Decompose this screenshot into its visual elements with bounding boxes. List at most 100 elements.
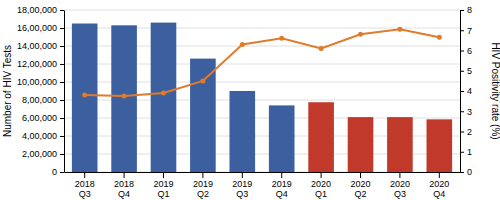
tick-mark [460,172,464,173]
x-tick-label: 2019Q3 [232,179,252,199]
tick-mark [163,172,164,178]
x-tick-label: 2019Q4 [272,179,292,199]
marker [319,46,324,51]
tick-mark [460,111,464,112]
tick-mark [124,172,125,178]
y-tick: 12,00,000 [17,59,64,69]
y-tick: 4,00,000 [22,131,64,141]
marker [122,94,127,99]
y-tick-label: 10,00,000 [17,77,57,87]
y2-tick: 6 [460,46,472,56]
marker [200,78,205,83]
y2-axis-title: HIV Positivity rate (%) [490,42,500,139]
tick-mark [60,136,64,137]
tick-mark [60,82,64,83]
bar [308,102,334,172]
x-axis: 2018Q3 2018Q4 2019Q1 2019Q2 2019Q3 2019Q4 2020… [65,172,461,199]
y-tick-label: 8,00,000 [22,95,57,105]
marker [161,91,166,96]
x-tick-label: 2019Q2 [193,179,213,199]
bar [348,117,374,172]
tick-mark [60,100,64,101]
y-tick: 14,00,000 [17,41,64,51]
axis-line [64,11,65,173]
y-tick-label: 6,00,000 [22,113,57,123]
tick-mark [242,172,243,178]
x-tick: 2019Q2 [193,172,213,199]
x-tick: 2018Q4 [114,172,134,199]
tick-mark [60,154,64,155]
x-tick: 2019Q4 [272,172,292,199]
y2-tick-label: 7 [467,26,472,36]
tick-mark [60,64,64,65]
x-tick-label: 2020Q3 [390,179,410,199]
bar [72,24,98,173]
y-tick-label: 2,00,000 [22,149,57,159]
tick-mark [399,172,400,178]
x-tick-label: 2020Q1 [311,179,331,199]
grid-line [64,10,460,11]
y-tick-label: 12,00,000 [17,59,57,69]
marker [82,93,87,98]
marks [72,23,452,172]
tick-mark [60,118,64,119]
tick-mark [84,172,85,178]
x-tick-label: 2020Q2 [350,179,370,199]
marker [279,36,284,41]
y2-tick-label: 5 [467,66,472,76]
y2-tick-label: 4 [467,86,472,96]
tick-mark [460,91,464,92]
tick-mark [460,51,464,52]
y2-tick-label: 1 [467,147,472,157]
x-tick-label: 2020Q4 [429,179,449,199]
tick-mark [60,28,64,29]
y2-tick-label: 3 [467,107,472,117]
tick-mark [439,172,440,178]
tick-mark [60,172,64,173]
bar [190,59,216,172]
tick-mark [60,46,64,47]
tick-mark [460,132,464,133]
plot: 2018Q32018Q42019Q12019Q22019Q32019Q42020… [2,5,500,199]
x-tick: 2020Q2 [350,172,370,199]
y-axis: 0 2,00,000 4,00,000 6,00,000 8,00,000 10,00,0… [17,5,65,177]
y-tick: 2,00,000 [22,149,64,159]
y-tick-label: 14,00,000 [17,41,57,51]
y-tick-label: 16,00,000 [17,23,57,33]
x-tick: 2018Q3 [75,172,95,199]
line [85,29,440,96]
y-tick: 8,00,000 [22,95,64,105]
x-tick: 2019Q1 [153,172,173,199]
tick-mark [321,172,322,178]
y-tick: 10,00,000 [17,77,64,87]
x-tick: 2020Q4 [429,172,449,199]
tick-mark [360,172,361,178]
y2-tick-label: 8 [467,5,472,15]
bar [151,23,177,172]
marker [358,32,363,37]
bar [269,105,295,172]
x-tick-label: 2018Q3 [75,179,95,199]
tick-mark [460,71,464,72]
y-tick-label: 0 [52,167,57,177]
y-tick: 18,00,000 [17,5,64,15]
x-tick-label: 2018Q4 [114,179,134,199]
tick-mark [202,172,203,178]
y2-tick: 3 [460,107,472,117]
grid [64,10,460,172]
x-tick: 2019Q3 [232,172,252,199]
y-tick: 6,00,000 [22,113,64,123]
y2-tick: 4 [460,86,472,96]
x-tick-label: 2019Q1 [153,179,173,199]
x-tick: 2020Q3 [390,172,410,199]
y2-tick: 0 [460,167,472,177]
y2-tick-label: 2 [467,127,472,137]
x-tick: 2020Q1 [311,172,331,199]
y2-tick: 1 [460,147,472,157]
y-tick-label: 4,00,000 [22,131,57,141]
y2-tick: 8 [460,5,472,15]
y2-axis: 0 1 2 3 4 5 6 7 8 [460,5,472,177]
y2-tick-label: 0 [467,167,472,177]
marker [437,35,442,40]
bar [387,117,413,172]
